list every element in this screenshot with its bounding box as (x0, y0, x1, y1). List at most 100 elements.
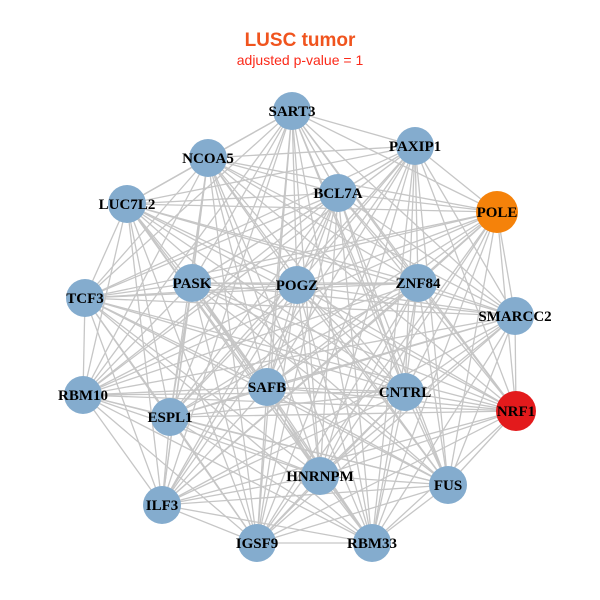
edge-BCL7A-SMARCC2 (337, 192, 516, 317)
edge-LUC7L2-POGZ (126, 203, 298, 286)
node-PASK (173, 264, 211, 302)
edge-TCF3-SMARCC2 (84, 297, 516, 317)
edge-PASK-CNTRL (191, 282, 406, 393)
edge-POLE-RBM33 (371, 211, 498, 544)
edge-SART3-RBM10 (82, 110, 293, 396)
edge-NCOA5-SMARCC2 (207, 157, 516, 317)
edge-TCF3-NRF1 (84, 297, 517, 412)
edge-BCL7A-RBM10 (82, 192, 339, 396)
edge-ZNF84-TCF3 (84, 282, 419, 299)
edge-PAXIP1-NRF1 (414, 145, 517, 412)
edge-POLE-POGZ (296, 211, 498, 286)
edge-LUC7L2-ESPL1 (126, 203, 171, 418)
node-RBM33 (353, 524, 391, 562)
edge-BCL7A-ZNF84 (337, 192, 419, 284)
edge-RBM10-HNRNPM (82, 394, 321, 477)
edge-SART3-SMARCC2 (291, 110, 516, 317)
edge-SAFB-CNTRL (266, 386, 406, 393)
edge-BCL7A-CNTRL (337, 192, 406, 393)
edge-SART3-FUS (291, 110, 449, 486)
edge-FUS-ILF3 (161, 484, 449, 506)
edge-NRF1-ESPL1 (169, 410, 517, 418)
edge-POLE-TCF3 (84, 211, 498, 299)
edge-POGZ-SMARCC2 (296, 284, 516, 317)
edge-LUC7L2-SMARCC2 (126, 203, 516, 317)
edge-LUC7L2-RBM10 (82, 203, 128, 396)
edge-PAXIP1-NCOA5 (207, 145, 416, 159)
edge-TCF3-ILF3 (84, 297, 163, 506)
edge-TCF3-CNTRL (84, 297, 406, 393)
edge-SART3-ESPL1 (169, 110, 293, 418)
edge-POGZ-FUS (296, 284, 449, 486)
edge-TCF3-HNRNPM (84, 297, 321, 477)
edge-HNRNPM-FUS (319, 475, 449, 486)
edge-SMARCC2-RBM33 (371, 315, 516, 544)
edge-CNTRL-ILF3 (161, 391, 406, 506)
edge-BCL7A-ILF3 (161, 192, 339, 506)
node-SART3 (273, 92, 311, 130)
edge-NCOA5-RBM33 (207, 157, 373, 544)
node-HNRNPM (301, 457, 339, 495)
edge-SART3-PAXIP1 (291, 110, 416, 147)
edge-POLE-RBM10 (82, 211, 498, 396)
node-BCL7A (319, 174, 357, 212)
edge-PAXIP1-TCF3 (84, 145, 416, 299)
edge-POGZ-CNTRL (296, 284, 406, 393)
node-SAFB (248, 368, 286, 406)
edge-ZNF84-HNRNPM (319, 282, 419, 477)
plot-title: LUSC tumor (244, 30, 356, 51)
edge-POGZ-ESPL1 (169, 284, 298, 418)
edge-BCL7A-RBM33 (337, 192, 373, 544)
node-NRF1 (496, 391, 536, 431)
edge-SMARCC2-FUS (447, 315, 516, 486)
edge-ESPL1-RBM33 (169, 416, 373, 544)
edge-SMARCC2-CNTRL (404, 315, 516, 393)
edge-TCF3-RBM33 (84, 297, 373, 544)
edge-ZNF84-RBM10 (82, 282, 419, 396)
edge-FUS-IGSF9 (256, 484, 449, 544)
edge-LUC7L2-ZNF84 (126, 203, 419, 284)
edge-POLE-PASK (191, 211, 498, 284)
node-POLE (476, 191, 518, 233)
edge-CNTRL-ESPL1 (169, 391, 406, 418)
node-IGSF9 (238, 524, 276, 562)
edge-PAXIP1-ILF3 (161, 145, 416, 506)
edge-SART3-POGZ (291, 110, 298, 286)
node-FUS (429, 466, 467, 504)
edge-SART3-PASK (191, 110, 293, 284)
edge-POGZ-ILF3 (161, 284, 298, 506)
edge-NCOA5-BCL7A (207, 157, 339, 194)
edge-ZNF84-ESPL1 (169, 282, 419, 418)
node-PAXIP1 (396, 127, 434, 165)
edge-POLE-CNTRL (404, 211, 498, 393)
node-POGZ (278, 266, 316, 304)
edge-NCOA5-FUS (207, 157, 449, 486)
edge-PAXIP1-RBM10 (82, 145, 416, 396)
edge-NRF1-HNRNPM (319, 410, 517, 477)
edge-CNTRL-RBM33 (371, 391, 406, 544)
edge-SAFB-ILF3 (161, 386, 268, 506)
edge-ZNF84-SAFB (266, 282, 419, 388)
edge-BCL7A-LUC7L2 (126, 192, 339, 205)
edge-SAFB-RBM10 (82, 386, 268, 396)
edge-BCL7A-HNRNPM (319, 192, 339, 477)
edge-RBM10-RBM33 (82, 394, 373, 544)
edge-ESPL1-IGSF9 (169, 416, 258, 544)
edge-RBM10-NRF1 (82, 394, 517, 412)
node-LUC7L2 (108, 185, 146, 223)
edge-ESPL1-FUS (169, 416, 449, 486)
edge-NRF1-IGSF9 (256, 410, 517, 544)
edge-LUC7L2-IGSF9 (126, 203, 258, 544)
edge-RBM10-ILF3 (82, 394, 163, 506)
edge-LUC7L2-ILF3 (126, 203, 163, 506)
edge-ESPL1-HNRNPM (169, 416, 321, 477)
plot-subtitle: adjusted p-value = 1 (236, 52, 364, 68)
edge-PAXIP1-RBM33 (371, 145, 416, 544)
edge-PAXIP1-SMARCC2 (414, 145, 516, 317)
node-ILF3 (143, 486, 181, 524)
edge-POLE-ESPL1 (169, 211, 498, 418)
edge-BCL7A-TCF3 (84, 192, 339, 299)
edge-SART3-IGSF9 (256, 110, 293, 544)
edge-SMARCC2-RBM10 (82, 315, 516, 396)
